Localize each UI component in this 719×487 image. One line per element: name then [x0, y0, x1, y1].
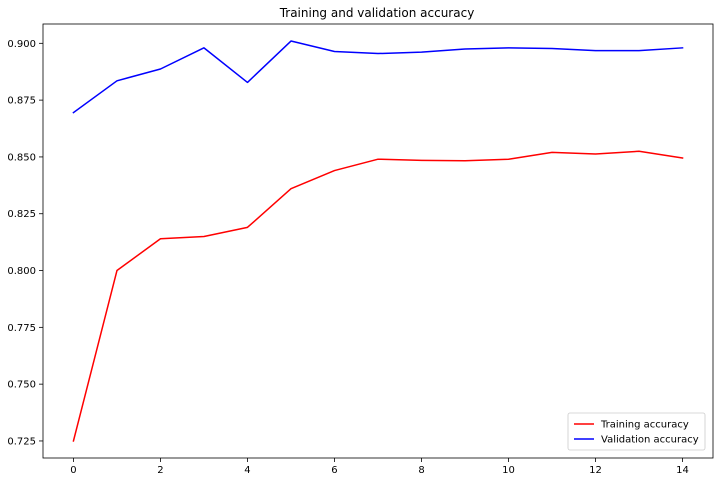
- chart-title: Training and validation accuracy: [279, 6, 475, 20]
- x-tick-label: 0: [70, 465, 76, 476]
- plot-area-frame: [42, 23, 714, 459]
- y-tick-label: 0.850: [7, 152, 36, 163]
- y-tick-label: 0.875: [7, 96, 36, 107]
- x-tick-label: 2: [157, 465, 163, 476]
- x-tick-label: 4: [244, 465, 250, 476]
- legend-box: [567, 412, 706, 451]
- x-tick-label: 10: [502, 465, 515, 476]
- x-tick-label: 14: [676, 465, 689, 476]
- y-tick-label: 0.750: [7, 380, 36, 391]
- x-tick-label: 6: [331, 465, 337, 476]
- legend-label-training-accuracy: Training accuracy: [600, 420, 689, 431]
- series-layer: [72, 40, 684, 442]
- legend-label-validation-accuracy: Validation accuracy: [601, 435, 699, 446]
- y-tick-label: 0.900: [7, 39, 36, 50]
- validation-accuracy-line: [72, 40, 684, 114]
- legend: Training accuracy Validation accuracy: [567, 412, 706, 451]
- axis-layer: 0 2 4 6 8 10 12 14 0.725 0.750 0.775 0.800 0.825 0.85…: [7, 39, 689, 476]
- y-tick-label: 0.825: [7, 209, 36, 220]
- x-tick-label: 8: [418, 465, 424, 476]
- y-tick-label: 0.725: [7, 436, 36, 447]
- y-tick-label: 0.800: [7, 266, 36, 277]
- y-tick-label: 0.775: [7, 323, 36, 334]
- x-tick-label: 12: [589, 465, 602, 476]
- training-accuracy-line: [72, 150, 684, 442]
